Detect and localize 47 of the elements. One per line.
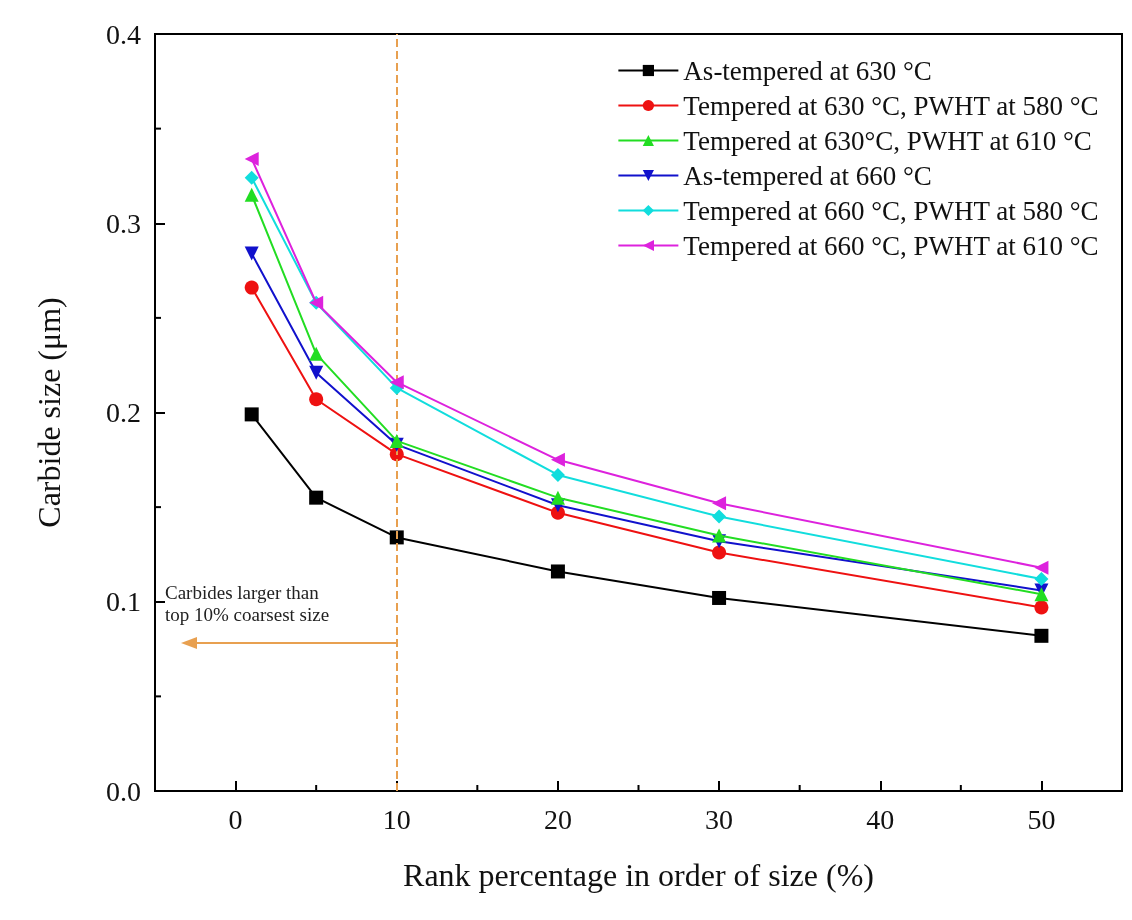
point <box>389 530 404 545</box>
x-tick-label: 40 <box>866 803 895 835</box>
x-tick-label: 30 <box>705 803 734 835</box>
point <box>389 375 404 390</box>
point <box>1034 560 1049 575</box>
point <box>712 496 727 511</box>
point <box>712 590 727 605</box>
legend-label: As-tempered at 660 °C <box>683 160 932 191</box>
y-tick-label: 0.1 <box>106 586 141 618</box>
point <box>712 545 727 560</box>
y-tick-label: 0.0 <box>106 775 141 807</box>
x-tick-label: 50 <box>1027 803 1056 835</box>
point <box>244 246 259 261</box>
point <box>309 392 324 407</box>
annotation: Carbides larger than top 10% coarsest size <box>165 581 330 625</box>
point <box>389 433 404 448</box>
x-tick-label: 20 <box>543 803 572 835</box>
point <box>1034 600 1049 615</box>
point <box>1034 572 1049 587</box>
point <box>550 467 565 482</box>
point <box>1034 628 1049 643</box>
point <box>244 151 259 166</box>
y-axis-title: Carbide size (μm) <box>31 297 67 528</box>
point <box>712 528 727 543</box>
legend-label: Tempered at 660 °C, PWHT at 610 °C <box>683 230 1099 261</box>
point <box>309 346 324 361</box>
point <box>550 564 565 579</box>
x-tick-label: 0 <box>228 803 243 835</box>
point <box>1034 587 1049 602</box>
point <box>309 365 324 380</box>
y-tick-label: 0.2 <box>106 397 141 428</box>
point <box>244 407 259 422</box>
point <box>244 187 259 202</box>
legend-label: Tempered at 630°C, PWHT at 610 °C <box>683 125 1092 156</box>
x-tick-label: 10 <box>382 803 411 835</box>
x-axis-title: Rank percentage in order of size (%) <box>403 857 874 893</box>
point <box>244 170 259 185</box>
legend-label: Tempered at 630 °C, PWHT at 580 °C <box>683 90 1099 121</box>
point <box>550 490 565 505</box>
y-tick-label: 0.4 <box>106 18 141 50</box>
legend-label: As-tempered at 630 °C <box>683 55 932 86</box>
point <box>712 509 727 524</box>
point <box>244 280 259 295</box>
y-tick-label: 0.3 <box>106 207 141 239</box>
legend-label: Tempered at 660 °C, PWHT at 580 °C <box>683 195 1099 226</box>
point <box>550 452 565 467</box>
point <box>309 490 324 505</box>
